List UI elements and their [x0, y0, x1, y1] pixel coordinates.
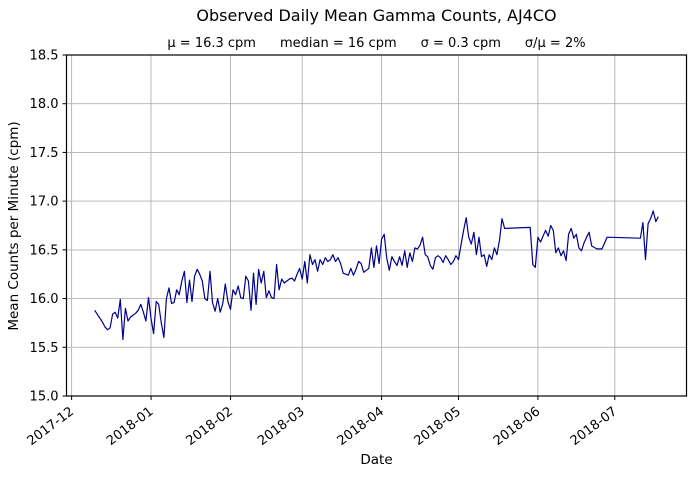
y-tick-label: 15.0	[30, 390, 59, 405]
plot-border	[65, 54, 688, 397]
gridlines	[66, 54, 687, 397]
stat-mu: μ = 16.3 cpm	[167, 36, 256, 51]
chart-subtitle: μ = 16.3 cpm median = 16 cpm σ = 0.3 cpm…	[66, 36, 687, 51]
x-tick-label: 2018-02	[183, 404, 235, 449]
y-tick-label: 17.0	[30, 195, 59, 210]
x-tick-label: 2018-03	[255, 404, 307, 449]
y-tick-label: 18.0	[30, 97, 59, 112]
stat-sigma: σ = 0.3 cpm	[420, 36, 501, 51]
stat-sigma-over-mu: σ/μ = 2%	[524, 36, 586, 51]
y-tick-label: 17.5	[30, 146, 59, 161]
y-tick-label: 16.5	[30, 243, 59, 258]
tick-labels: 2017-12 2018-01 2018-02 2018-03 2018-04 2018-…	[25, 49, 621, 449]
y-tick-label: 18.5	[30, 49, 59, 64]
chart-title: Observed Daily Mean Gamma Counts, AJ4CO	[196, 6, 557, 25]
axis-ticks	[62, 54, 616, 400]
stat-median: median = 16 cpm	[279, 36, 397, 51]
y-tick-label: 16.0	[30, 292, 59, 307]
x-tick-label: 2018-04	[335, 404, 387, 449]
x-tick-label: 2018-05	[411, 404, 463, 449]
x-tick-label: 2017-12	[25, 404, 77, 449]
y-tick-label: 15.5	[30, 341, 59, 356]
x-axis-label: Date	[360, 452, 393, 468]
data-line	[94, 210, 659, 341]
y-axis-label: Mean Counts per Minute (cpm)	[6, 121, 22, 331]
x-tick-label: 2018-07	[568, 404, 620, 449]
x-tick-label: 2018-01	[104, 404, 156, 449]
x-tick-label: 2018-06	[491, 404, 543, 449]
